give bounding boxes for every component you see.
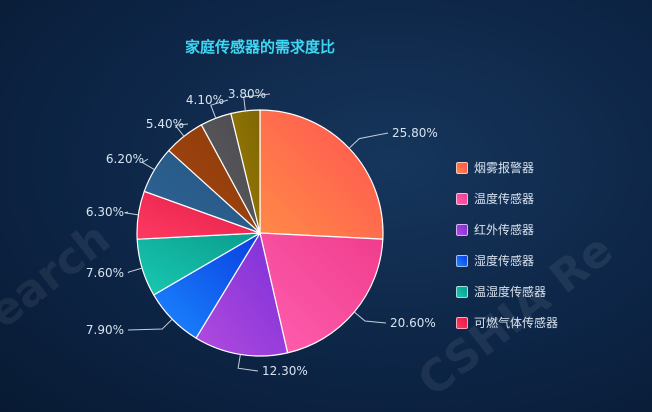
leader-line-3 <box>237 354 259 372</box>
legend-label: 温湿度传感器 <box>474 285 547 299</box>
legend-item-5: 温湿度传感器 <box>456 276 558 307</box>
data-label-4: 7.90% <box>86 323 124 337</box>
legend-label: 烟雾报警器 <box>474 161 535 175</box>
data-label-6: 6.30% <box>86 205 124 219</box>
legend: 烟雾报警器温度传感器红外传感器湿度传感器温湿度传感器 可燃气体传感器 <box>456 152 558 338</box>
data-label-9: 4.10% <box>186 93 224 107</box>
leader-line-1 <box>348 132 389 149</box>
data-label-5: 7.60% <box>86 266 124 280</box>
pie-slice-2 <box>259 232 384 354</box>
legend-label: 湿度传感器 <box>474 254 535 268</box>
legend-item-6: 可燃气体传感器 <box>456 307 558 338</box>
legend-item-4: 湿度传感器 <box>456 245 558 276</box>
legend-label: 可燃气体传感器 <box>474 316 559 330</box>
leader-line-2 <box>353 311 387 324</box>
leader-line-10 <box>243 93 271 111</box>
legend-swatch <box>456 161 468 174</box>
legend-item-1: 烟雾报警器 <box>456 152 558 183</box>
legend-swatch <box>456 316 468 329</box>
leader-line-8 <box>174 123 189 137</box>
legend-swatch <box>456 192 468 205</box>
data-label-3: 12.30% <box>262 364 308 378</box>
data-label-2: 20.60% <box>390 316 436 330</box>
leader-line-4 <box>127 318 173 331</box>
chart-title: 家庭传感器的需求度比 <box>184 38 335 56</box>
leader-line-5 <box>127 267 143 274</box>
legend-item-2: 温度传感器 <box>456 183 558 214</box>
data-label-10: 3.80% <box>228 87 266 101</box>
leader-line-7 <box>141 158 155 171</box>
data-label-7: 6.20% <box>106 152 144 166</box>
legend-item-3: 红外传感器 <box>456 214 558 245</box>
legend-swatch <box>456 254 468 267</box>
leader-line-9 <box>210 99 229 119</box>
pie-slice-1 <box>259 109 384 240</box>
leader-line-6 <box>124 211 139 216</box>
legend-label: 红外传感器 <box>474 223 535 237</box>
legend-swatch <box>456 285 468 298</box>
legend-label: 温度传感器 <box>474 192 535 206</box>
data-label-8: 5.40% <box>146 117 184 131</box>
pie-slice-3 <box>195 231 289 357</box>
data-label-1: 25.80% <box>392 126 438 140</box>
legend-swatch <box>456 223 468 236</box>
